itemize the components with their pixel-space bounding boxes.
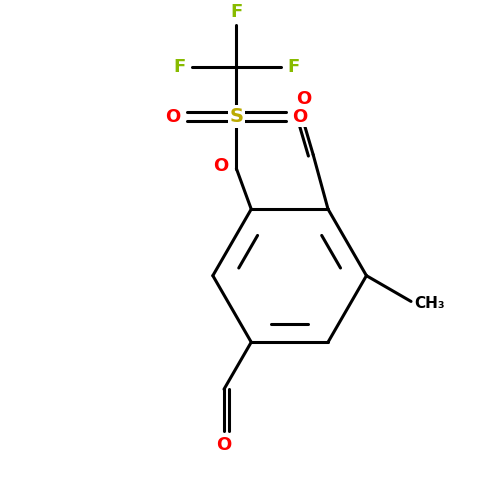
Text: O: O — [296, 90, 311, 108]
Text: F: F — [174, 58, 186, 76]
Text: S: S — [230, 107, 243, 126]
Text: O: O — [166, 108, 180, 126]
Text: O: O — [216, 436, 232, 454]
Text: F: F — [287, 58, 300, 76]
Text: F: F — [230, 4, 242, 22]
Text: O: O — [213, 157, 228, 175]
Text: O: O — [292, 108, 308, 126]
Text: CH₃: CH₃ — [414, 296, 445, 312]
